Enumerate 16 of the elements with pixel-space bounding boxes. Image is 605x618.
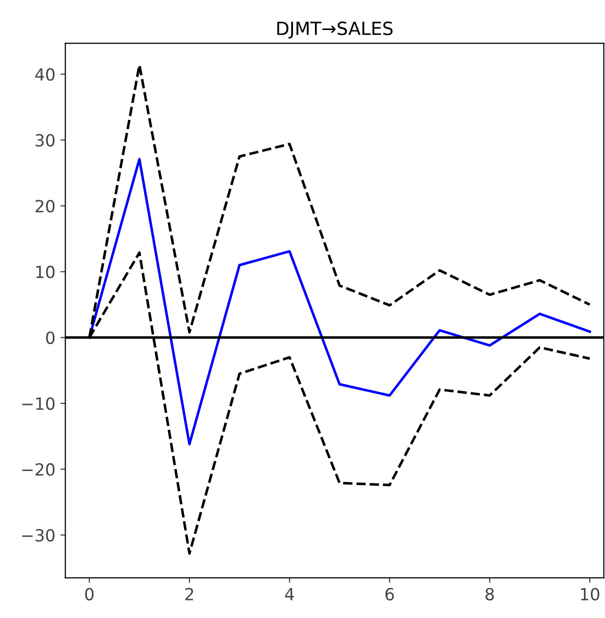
y-tick-label: 10 (36, 266, 55, 278)
y-tick-label: 30 (36, 134, 55, 147)
y-tick-label: −10 (22, 397, 55, 410)
y-tick-label: 40 (35, 68, 55, 81)
y-tick-label: 0 (46, 332, 55, 344)
x-tick-label: 10 (581, 588, 600, 600)
x-tick-label: 2 (185, 588, 194, 600)
y-tick-label: −30 (22, 529, 55, 542)
chart-title: DJMT→SALES (277, 22, 393, 39)
x-tick-label: 8 (486, 588, 494, 600)
line-series (88, 158, 592, 446)
y-tick-label: −20 (22, 463, 55, 476)
y-tick-label: 20 (36, 200, 55, 212)
x-tick-label: 4 (285, 588, 294, 600)
x-tick-label: 0 (85, 588, 94, 600)
x-tick-label: 6 (385, 588, 394, 600)
